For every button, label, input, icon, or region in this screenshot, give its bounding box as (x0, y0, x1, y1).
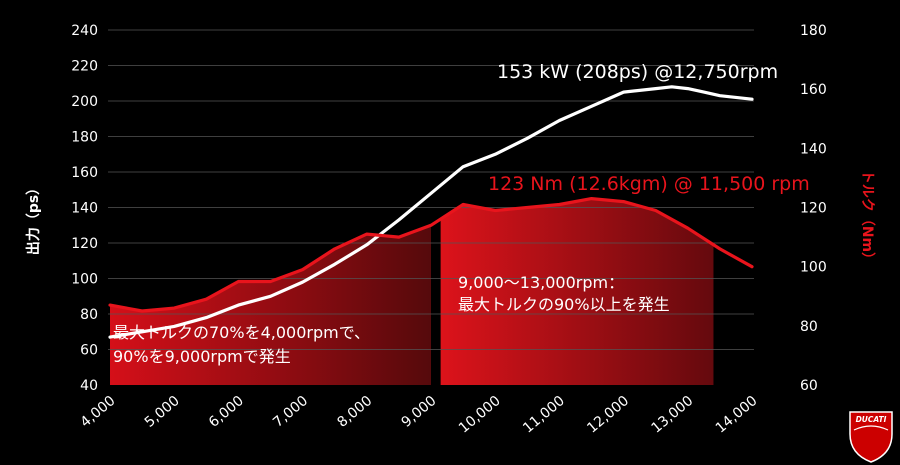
y-tick-label-right: 60 (800, 378, 818, 394)
torque-curve (108, 197, 754, 313)
y-tick-label-left: 240 (71, 23, 98, 39)
ducati-shield-logo: DUCATI (849, 411, 893, 463)
y-tick-label-left: 100 (71, 272, 98, 288)
x-tick-label: 4,000 (78, 393, 119, 431)
x-tick-label: 11,000 (520, 393, 568, 437)
x-tick-label: 13,000 (649, 393, 697, 437)
band-right-note-line1: 9,000〜13,000rpm： (458, 273, 624, 292)
y-tick-label-left: 80 (80, 307, 98, 323)
band-left-note-line1: 最大トルクの70%を4,000rpmで、 (113, 323, 370, 342)
power-curve (108, 85, 754, 339)
y-tick-label-left: 200 (71, 94, 98, 110)
x-tick-label: 6,000 (206, 393, 247, 431)
y-axis-title-left: 出力（ps） (25, 181, 42, 255)
x-tick-label: 5,000 (142, 393, 183, 431)
x-tick-label: 8,000 (334, 393, 375, 431)
band-left-note-line2: 90%を9,000rpmで発生 (113, 347, 291, 366)
x-tick-label: 12,000 (584, 393, 632, 437)
y-tick-label-left: 140 (71, 201, 98, 217)
y-tick-label-right: 80 (800, 319, 818, 335)
x-tick-label: 10,000 (456, 393, 504, 437)
ducati-logo-text: DUCATI (856, 415, 887, 424)
power-peak-label: 153 kW (208ps) @12,750rpm (497, 61, 778, 83)
torque-band-9000-13000 (440, 198, 714, 385)
x-tick-label: 7,000 (270, 393, 311, 431)
torque-peak-label: 123 Nm (12.6kgm) @ 11,500 rpm (488, 173, 810, 195)
y-tick-label-left: 160 (71, 165, 98, 181)
x-tick-label: 9,000 (399, 393, 440, 431)
y-tick-label-right: 160 (800, 82, 827, 98)
torque-band-4000-9000 (110, 225, 431, 385)
band-right-note-line2: 最大トルクの90%以上を発生 (458, 295, 670, 314)
y-tick-label-left: 180 (71, 130, 98, 146)
y-tick-label-right: 180 (800, 23, 827, 39)
y-tick-label-right: 100 (800, 260, 827, 276)
y-axis-title-right: トルク（Nm） (859, 170, 875, 266)
y-tick-label-right: 140 (800, 141, 827, 157)
y-tick-label-left: 40 (80, 378, 98, 394)
y-tick-label-left: 120 (71, 236, 98, 252)
y-tick-label-right: 120 (800, 201, 827, 217)
y-tick-label-left: 220 (71, 59, 98, 75)
x-tick-label: 14,000 (713, 393, 761, 437)
y-tick-label-left: 60 (80, 343, 98, 359)
